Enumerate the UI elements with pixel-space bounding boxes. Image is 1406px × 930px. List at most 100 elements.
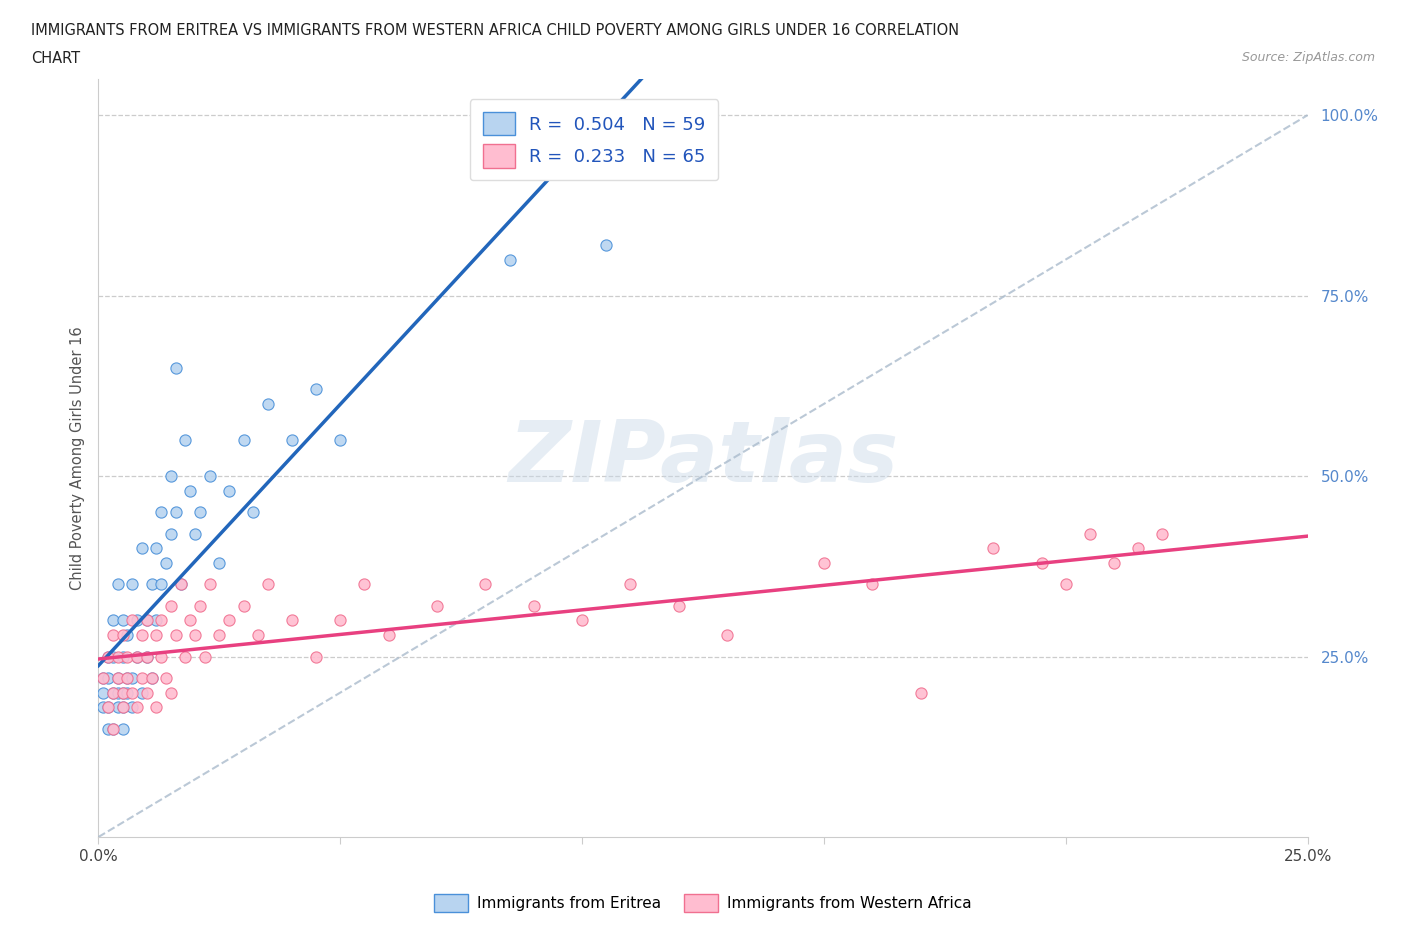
Point	[107, 699, 129, 714]
Point	[194, 649, 217, 664]
Point	[256, 396, 278, 411]
Point	[97, 722, 120, 737]
Point	[111, 649, 134, 664]
Point	[329, 432, 352, 447]
Point	[107, 649, 129, 664]
Point	[145, 628, 167, 643]
Point	[165, 628, 187, 643]
Point	[1054, 577, 1077, 591]
Point	[160, 685, 183, 700]
Point	[281, 613, 304, 628]
Point	[910, 685, 932, 700]
Point	[135, 613, 157, 628]
Point	[169, 577, 191, 591]
Y-axis label: Child Poverty Among Girls Under 16: Child Poverty Among Girls Under 16	[69, 326, 84, 590]
Point	[218, 483, 240, 498]
Point	[101, 613, 124, 628]
Text: ZIPatlas: ZIPatlas	[508, 417, 898, 499]
Point	[111, 722, 134, 737]
Point	[523, 599, 546, 614]
Point	[131, 541, 153, 556]
Text: Source: ZipAtlas.com: Source: ZipAtlas.com	[1241, 51, 1375, 64]
Point	[117, 671, 139, 685]
Point	[117, 685, 139, 700]
Point	[474, 577, 496, 591]
Point	[160, 599, 183, 614]
Point	[111, 613, 134, 628]
Point	[91, 671, 114, 685]
Point	[981, 541, 1004, 556]
Point	[377, 628, 399, 643]
Point	[1031, 555, 1053, 570]
Point	[111, 685, 134, 700]
Point	[179, 483, 201, 498]
Point	[188, 505, 211, 520]
Point	[127, 613, 149, 628]
Point	[208, 628, 231, 643]
Point	[101, 685, 124, 700]
Legend: Immigrants from Eritrea, Immigrants from Western Africa: Immigrants from Eritrea, Immigrants from…	[429, 888, 977, 918]
Point	[426, 599, 449, 614]
Point	[169, 577, 191, 591]
Point	[107, 671, 129, 685]
Point	[141, 671, 163, 685]
Point	[97, 699, 120, 714]
Point	[97, 671, 120, 685]
Point	[101, 649, 124, 664]
Point	[101, 628, 124, 643]
Point	[668, 599, 690, 614]
Point	[353, 577, 375, 591]
Text: CHART: CHART	[31, 51, 80, 66]
Point	[305, 382, 328, 397]
Point	[97, 649, 120, 664]
Text: IMMIGRANTS FROM ERITREA VS IMMIGRANTS FROM WESTERN AFRICA CHILD POVERTY AMONG GI: IMMIGRANTS FROM ERITREA VS IMMIGRANTS FR…	[31, 23, 959, 38]
Point	[141, 671, 163, 685]
Point	[155, 555, 177, 570]
Point	[131, 628, 153, 643]
Point	[242, 505, 264, 520]
Point	[595, 238, 617, 253]
Point	[111, 628, 134, 643]
Point	[121, 699, 143, 714]
Point	[256, 577, 278, 591]
Point	[218, 613, 240, 628]
Point	[111, 699, 134, 714]
Point	[97, 649, 120, 664]
Legend: R =  0.504   N = 59, R =  0.233   N = 65: R = 0.504 N = 59, R = 0.233 N = 65	[470, 100, 718, 180]
Point	[150, 577, 173, 591]
Point	[127, 649, 149, 664]
Point	[188, 599, 211, 614]
Point	[111, 699, 134, 714]
Point	[165, 360, 187, 375]
Point	[127, 699, 149, 714]
Point	[498, 252, 520, 267]
Point	[716, 628, 738, 643]
Point	[121, 577, 143, 591]
Point	[281, 432, 304, 447]
Point	[329, 613, 352, 628]
Point	[155, 671, 177, 685]
Point	[619, 577, 641, 591]
Point	[91, 685, 114, 700]
Point	[145, 699, 167, 714]
Point	[174, 649, 197, 664]
Point	[101, 722, 124, 737]
Point	[305, 649, 328, 664]
Point	[107, 685, 129, 700]
Point	[131, 671, 153, 685]
Point	[150, 505, 173, 520]
Point	[135, 613, 157, 628]
Point	[160, 526, 183, 541]
Point	[198, 469, 221, 484]
Point	[813, 555, 835, 570]
Point	[1102, 555, 1125, 570]
Point	[208, 555, 231, 570]
Point	[107, 671, 129, 685]
Point	[150, 613, 173, 628]
Point	[145, 541, 167, 556]
Point	[174, 432, 197, 447]
Point	[571, 613, 593, 628]
Point	[247, 628, 270, 643]
Point	[91, 671, 114, 685]
Point	[160, 469, 183, 484]
